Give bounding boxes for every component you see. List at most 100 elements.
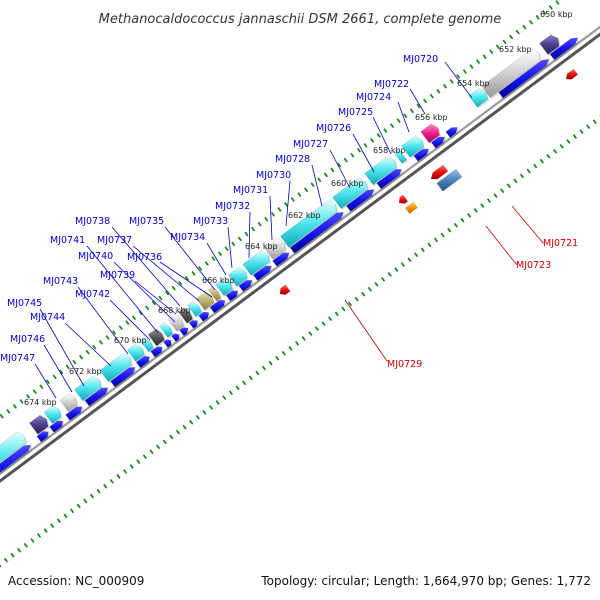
gene-label-mj0723[interactable]: MJ0723 (516, 260, 551, 271)
tick-mark (429, 93, 434, 99)
tick-mark (473, 208, 478, 213)
gene-feature (163, 339, 172, 348)
tick-mark (235, 385, 240, 390)
gene-label-mj0737[interactable]: MJ0737 (97, 235, 132, 246)
leader-line (109, 299, 151, 341)
tick-mark (76, 503, 81, 509)
gene-label-mj0743[interactable]: MJ0743 (43, 276, 78, 287)
tick-mark (324, 172, 328, 178)
gene-label-mj0733[interactable]: MJ0733 (193, 216, 228, 227)
gene-label-mj0742[interactable]: MJ0742 (75, 289, 110, 300)
tick-mark (330, 167, 335, 173)
gene-label-mj0725[interactable]: MJ0725 (338, 107, 373, 118)
tick-mark (13, 404, 17, 409)
leader-line (134, 280, 177, 315)
gene-feature (264, 238, 286, 260)
gene-feature (171, 333, 180, 342)
tick-mark (96, 488, 101, 494)
gene-label-mj0729[interactable]: MJ0729 (387, 359, 422, 370)
gene-feature (280, 200, 338, 248)
gene-feature (139, 336, 154, 353)
gene-label-mj0738[interactable]: MJ0738 (75, 216, 110, 227)
kbp-label: 662 kbp (288, 211, 321, 220)
tick-mark (158, 295, 163, 301)
gene-label-mj0740[interactable]: MJ0740 (78, 251, 113, 262)
leader-line (248, 211, 251, 259)
tick-mark (310, 182, 315, 187)
gene-feature (289, 211, 344, 254)
gene-label-mj0722[interactable]: MJ0722 (374, 79, 409, 90)
leader-line (372, 116, 392, 155)
leader-line (159, 261, 213, 298)
tick-mark (215, 400, 220, 405)
gene-label-mj0741[interactable]: MJ0741 (50, 235, 85, 246)
tick-mark (357, 148, 361, 153)
tick-mark (90, 493, 94, 499)
kbp-label: 668 kbp (158, 306, 191, 315)
tick-mark (165, 290, 169, 296)
label-leader-lines (34, 61, 545, 399)
reverse-gene-feature (279, 284, 291, 295)
gene-label-mj0727[interactable]: MJ0727 (293, 139, 328, 150)
tick-mark (145, 305, 150, 311)
gene-label-mj0745[interactable]: MJ0745 (7, 298, 42, 309)
tick-mark (381, 277, 385, 282)
tick-mark (500, 188, 505, 193)
gene-label-mj0731[interactable]: MJ0731 (233, 185, 268, 196)
reverse-gene-feature (436, 168, 463, 192)
leader-line (269, 195, 273, 241)
gene-label-mj0728[interactable]: MJ0728 (275, 154, 310, 165)
tick-mark (37, 533, 41, 538)
gene-label-mj0726[interactable]: MJ0726 (316, 123, 351, 134)
gene-label-mj0730[interactable]: MJ0730 (256, 170, 291, 181)
gene-label-mj0739[interactable]: MJ0739 (100, 270, 135, 281)
tick-mark (10, 553, 15, 558)
tick-mark (284, 202, 289, 207)
gene-label-mj0724[interactable]: MJ0724 (356, 92, 391, 103)
tick-mark (592, 119, 597, 124)
leader-line (285, 180, 291, 227)
tick-mark (308, 331, 313, 336)
gene-label-mj0744[interactable]: MJ0744 (30, 312, 65, 323)
kbp-label: 664 kbp (245, 242, 278, 251)
tick-mark (341, 306, 346, 312)
tick-mark (410, 108, 414, 114)
accession-text: Accession: NC_000909 (8, 574, 144, 588)
tick-mark (109, 479, 114, 484)
tick-mark (229, 390, 233, 395)
tick-mark (195, 415, 200, 420)
tick-mark (509, 34, 513, 40)
leader-line (511, 205, 545, 244)
gene-feature (0, 444, 32, 473)
tick-mark (579, 129, 584, 134)
gene-label-mj0721[interactable]: MJ0721 (543, 238, 578, 249)
tick-mark (23, 543, 28, 548)
tick-mark (304, 187, 308, 192)
tick-mark (542, 10, 547, 15)
leader-line (311, 164, 323, 207)
tick-mark (185, 276, 189, 281)
tick-mark (19, 399, 24, 404)
gene-label-mj0747[interactable]: MJ0747 (0, 353, 35, 364)
gene-label-mj0736[interactable]: MJ0736 (127, 252, 162, 263)
leader-line (409, 88, 426, 115)
gene-label-mj0720[interactable]: MJ0720 (403, 54, 438, 65)
gene-label-mj0734[interactable]: MJ0734 (170, 232, 205, 243)
leader-line (444, 61, 473, 99)
tick-mark (218, 251, 222, 256)
tick-mark (224, 246, 229, 251)
leader-line (64, 322, 112, 367)
reverse-gene-labels: MJ0721 MJ0723 MJ0729 (387, 238, 578, 370)
gene-label-mj0735[interactable]: MJ0735 (129, 216, 164, 227)
gene-features (0, 34, 580, 475)
tick-mark (103, 484, 108, 489)
gene-label-mj0746[interactable]: MJ0746 (10, 334, 45, 345)
tick-mark (65, 364, 70, 370)
gene-label-mj0732[interactable]: MJ0732 (215, 201, 250, 212)
tick-mark (0, 414, 4, 419)
tick-mark (182, 424, 187, 430)
reverse-gene-feature (565, 68, 579, 80)
kbp-label: 674 kbp (24, 398, 57, 407)
